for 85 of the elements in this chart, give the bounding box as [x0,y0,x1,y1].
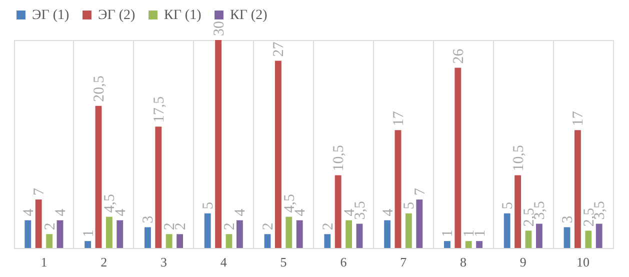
bar [116,220,124,248]
x-tick-label: 8 [460,254,466,270]
data-label: 2 [320,222,336,230]
data-label: 5 [500,202,516,210]
data-label: 2 [260,222,277,230]
bar [286,216,292,248]
bar [155,126,162,248]
x-tick-label: 1 [40,254,48,270]
bar [454,68,462,248]
bar [144,227,151,248]
data-label: 20,5 [92,76,108,102]
x-tick-label: 7 [400,254,408,270]
bar [296,220,303,248]
bar [416,199,423,248]
data-label: 4 [232,208,249,216]
bar [574,130,581,248]
bar [356,224,363,248]
bar [274,60,282,248]
x-tick-label: 10 [576,254,590,270]
bar [264,234,271,248]
data-label: 2 [42,222,58,230]
bar [166,234,172,248]
bar [215,40,222,248]
data-label: 17 [570,110,587,126]
data-label: 5 [402,202,418,210]
bar [35,199,42,248]
bar [585,230,592,248]
bar [176,234,184,248]
bar [514,175,522,248]
bar [95,106,102,248]
bar [444,241,450,248]
bar [324,234,331,248]
data-label: 1 [440,230,456,238]
data-label: 4 [20,208,37,216]
bar [465,241,472,248]
data-label: 7 [412,187,428,196]
bar [236,220,243,248]
bar [384,220,391,248]
data-label: 3 [140,216,157,224]
bar [346,220,352,248]
data-label: 10,5 [331,144,348,172]
legend-label: ЭГ (1) [32,8,70,23]
x-tick-label: 3 [160,254,167,270]
bar [564,227,570,248]
data-label: 30 [211,21,228,36]
data-label: 4 [52,208,69,216]
bar [334,175,342,248]
data-label: 4 [380,208,396,216]
bar [46,234,53,248]
data-label: 7 [32,187,48,196]
x-tick-label: 2 [100,254,108,270]
legend-label: КГ (2) [230,8,268,23]
data-label: 26 [450,48,467,64]
data-label: 17 [391,110,407,126]
x-tick-label: 5 [280,254,287,270]
bar [24,220,32,248]
data-label: 3 [560,216,576,224]
bar [394,130,402,248]
legend-label: КГ (1) [164,8,202,23]
data-label: 2 [222,222,238,230]
bar [596,224,602,248]
bar [476,241,483,248]
bar [84,241,92,248]
data-label: 2,5 [581,208,598,227]
x-tick-label: 6 [340,254,348,270]
data-label: 17,5 [151,96,168,123]
bar [226,234,232,248]
data-label: 1 [80,230,97,238]
bar [405,213,412,248]
data-label: 10,5 [510,144,527,172]
data-label: 3,5 [352,200,368,220]
data-label: 27 [271,41,288,57]
bar [56,220,64,248]
data-label: 1 [472,230,488,238]
x-tick-label: 9 [520,254,526,270]
bar [106,216,112,248]
bar [525,230,532,248]
bar [204,213,211,248]
data-label: 4 [112,208,129,216]
legend-label: ЭГ (2) [98,8,136,23]
x-tick-label: 4 [220,254,228,270]
data-label: 5 [200,202,217,210]
data-label: 2,5 [522,208,538,227]
bar [536,224,542,248]
bar [504,213,510,248]
